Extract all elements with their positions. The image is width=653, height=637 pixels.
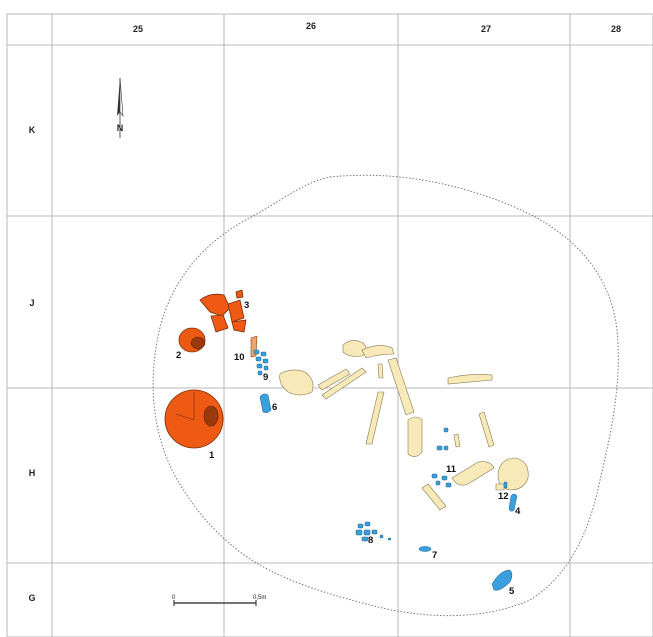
find-1-label: 1 bbox=[209, 450, 215, 461]
find-11: 11 bbox=[431, 427, 457, 488]
find-7-label: 7 bbox=[432, 550, 437, 561]
find-9: 9 bbox=[253, 349, 268, 383]
skeleton bbox=[279, 340, 529, 511]
row-label-j: J bbox=[29, 298, 34, 308]
find-6-label: 6 bbox=[272, 402, 277, 413]
find-2: 2 bbox=[176, 327, 206, 361]
find-1: 1 bbox=[164, 389, 224, 461]
find-2-label: 2 bbox=[176, 350, 181, 361]
find-3: 3 bbox=[199, 289, 249, 333]
find-12-label: 12 bbox=[498, 491, 509, 502]
column-label-26: 26 bbox=[306, 21, 316, 31]
find-6: 6 bbox=[259, 393, 277, 413]
find-8: 8 bbox=[355, 521, 392, 546]
find-4: 4 bbox=[508, 493, 521, 517]
find-10-label: 10 bbox=[234, 352, 245, 363]
find-7: 7 bbox=[418, 546, 437, 561]
scale-bar-end-label: 0,5m bbox=[253, 595, 266, 601]
column-label-28: 28 bbox=[611, 24, 621, 34]
find-8-label: 8 bbox=[368, 535, 373, 546]
scale-bar-start-label: 0 bbox=[172, 595, 176, 601]
column-label-27: 27 bbox=[481, 24, 491, 34]
find-12: 12 bbox=[498, 481, 509, 502]
row-label-k: K bbox=[29, 125, 36, 135]
find-9-label: 9 bbox=[263, 372, 268, 383]
find-5-label: 5 bbox=[509, 586, 515, 597]
row-label-g: G bbox=[28, 593, 35, 603]
find-3-label: 3 bbox=[244, 300, 249, 311]
north-label: N bbox=[117, 123, 124, 133]
row-label-h: H bbox=[29, 468, 36, 478]
find-4-label: 4 bbox=[515, 506, 521, 517]
grid-frame bbox=[6, 13, 653, 637]
north-arrow-icon: N bbox=[117, 77, 124, 138]
find-5: 5 bbox=[491, 569, 515, 597]
scale-bar: 0 0,5m bbox=[172, 595, 266, 606]
find-11-label: 11 bbox=[446, 464, 457, 475]
column-label-25: 25 bbox=[133, 24, 143, 34]
pit-outline bbox=[152, 174, 619, 617]
find-10: 10 bbox=[234, 335, 258, 363]
